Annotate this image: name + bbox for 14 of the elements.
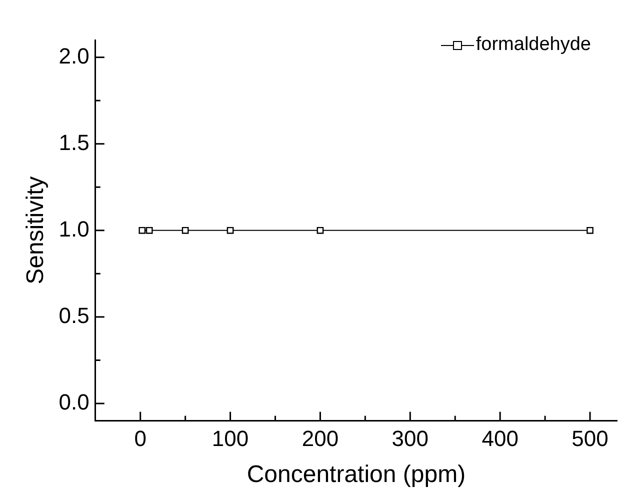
legend-label: formaldehyde	[476, 34, 591, 56]
y-tick-label: 0.0	[58, 390, 90, 415]
x-tick-label: 500	[572, 426, 608, 452]
y-tick-label: 0.5	[58, 303, 90, 328]
x-tick-label: 100	[212, 426, 249, 452]
y-axis-title: Sensitivity	[22, 176, 50, 284]
x-axis-title: Concentration (ppm)	[246, 461, 466, 488]
x-tick-label: 300	[392, 426, 429, 452]
y-tick-label: 1.5	[58, 130, 90, 155]
y-tick-label: 2.0	[58, 43, 90, 68]
x-tick-label: 400	[482, 426, 518, 452]
x-tick-label: 200	[302, 426, 339, 452]
x-tick-label: 0	[134, 426, 146, 452]
y-tick-label: 1.0	[58, 216, 90, 242]
